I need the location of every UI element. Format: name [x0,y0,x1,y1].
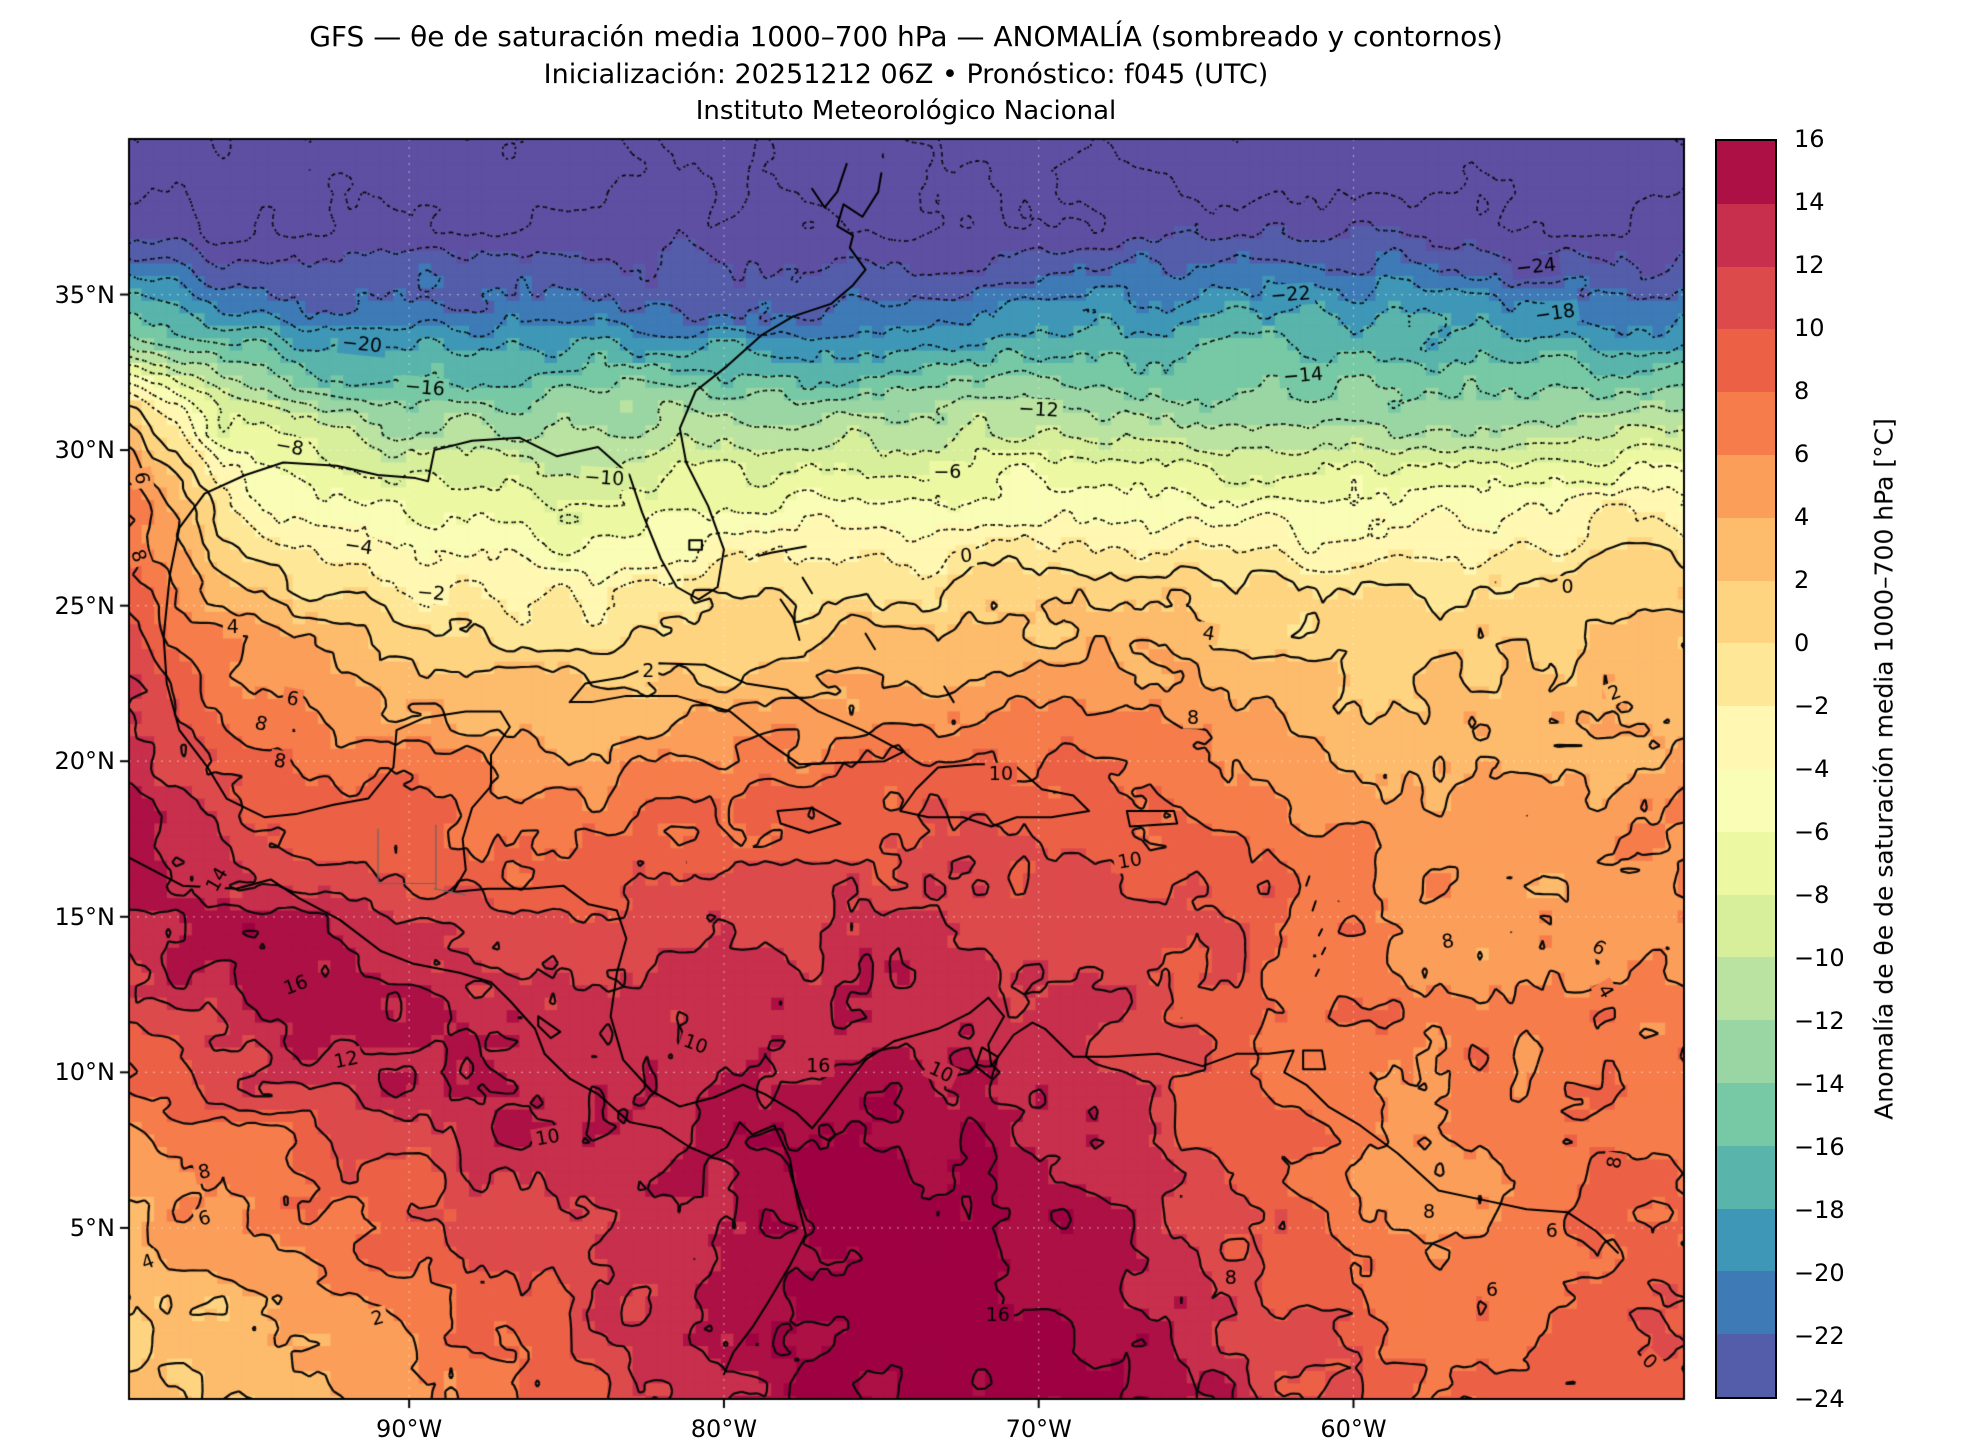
colorbar-tick-label: −18 [1794,1196,1845,1224]
colorbar-tick-label: 2 [1794,566,1810,594]
colorbar-tick-label: −6 [1794,818,1830,846]
colorbar-step [1717,1271,1775,1335]
colorbar-tick-label: 4 [1794,503,1810,531]
y-tick-label: 10°N [54,1058,116,1087]
colorbar-tick-label: 14 [1794,188,1825,216]
y-tick-label: 25°N [54,591,116,620]
colorbar-step [1717,141,1775,204]
colorbar-tick-label: 8 [1794,377,1810,405]
colorbar-step [1717,266,1775,330]
colorbar-tick-label: −24 [1794,1385,1845,1413]
colorbar-tick-label: 16 [1794,125,1825,153]
colorbar [1715,139,1777,1399]
x-tick-label: 70°W [1005,1415,1072,1440]
y-tick-label: 35°N [54,280,116,309]
colorbar-tick-label: −2 [1794,692,1830,720]
colorbar-tick-label: −4 [1794,755,1830,783]
colorbar-tick-label: −22 [1794,1322,1845,1350]
x-tick-label: 90°W [376,1415,443,1440]
colorbar-step [1717,580,1775,644]
y-tick-label: 5°N [69,1213,115,1242]
colorbar-step [1717,643,1775,707]
y-tick-label: 15°N [54,902,116,931]
x-tick-label: 80°W [690,1415,758,1440]
colorbar-tick-label: −16 [1794,1133,1845,1161]
colorbar-step [1717,1082,1775,1146]
colorbar-tick-label: −12 [1794,1007,1845,1035]
colorbar-step [1717,392,1775,455]
y-tick-label: 30°N [54,436,116,465]
colorbar-tick-label: −8 [1794,881,1830,909]
colorbar-step [1717,706,1775,769]
colorbar-tick-label: −10 [1794,944,1845,972]
colorbar-step [1717,1208,1775,1272]
colorbar-tick-label: −14 [1794,1070,1845,1098]
colorbar-tick-label: 6 [1794,440,1810,468]
colorbar-step [1717,203,1775,267]
colorbar-tick-label: 12 [1794,251,1825,279]
colorbar-step [1717,831,1775,895]
colorbar-step [1717,768,1775,832]
colorbar-step [1717,454,1775,518]
colorbar-step [1717,1334,1775,1397]
y-tick-label: 20°N [54,747,116,776]
colorbar-step [1717,329,1775,393]
x-tick-label: 60°W [1320,1415,1387,1440]
colorbar-step [1717,894,1775,958]
colorbar-step [1717,517,1775,581]
colorbar-step [1717,957,1775,1021]
colorbar-tick-label: −20 [1794,1259,1845,1287]
colorbar-axis-label: Anomalía de θe de saturación media 1000–… [1869,418,1899,1120]
colorbar-step [1717,1020,1775,1083]
colorbar-tick-label: 10 [1794,314,1825,342]
colorbar-step [1717,1145,1775,1209]
colorbar-tick-label: 0 [1794,629,1810,657]
